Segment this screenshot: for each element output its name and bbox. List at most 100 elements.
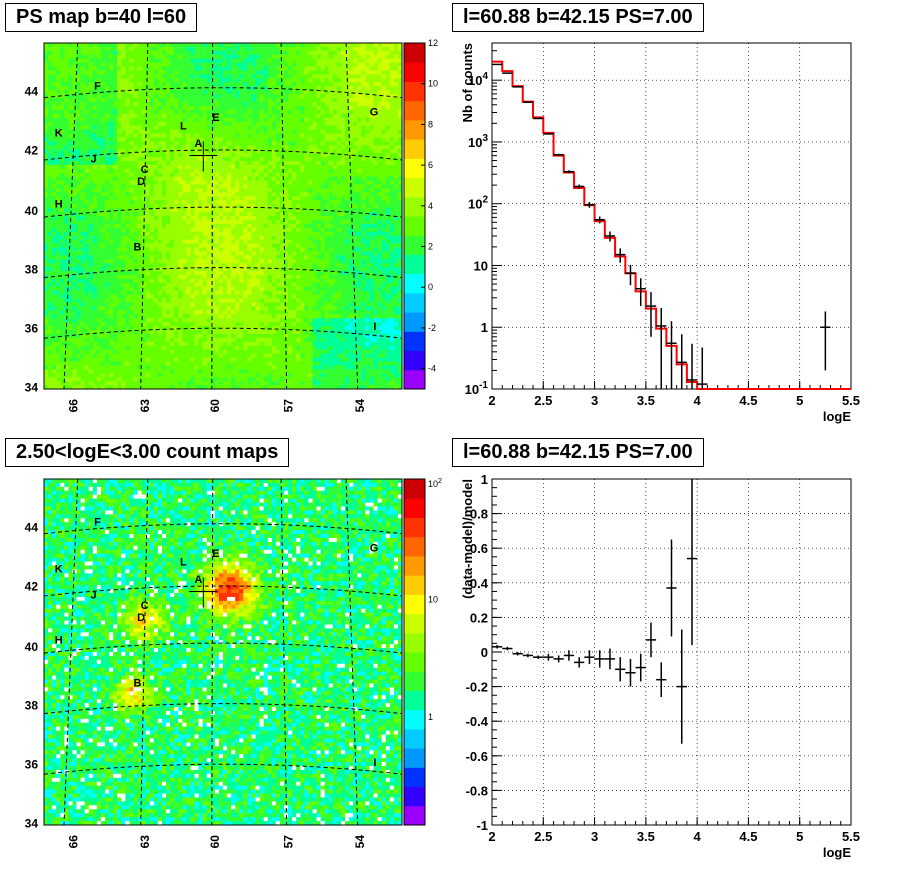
source-label-l: L bbox=[180, 557, 187, 569]
ps-map-title: PS map b=40 l=60 bbox=[5, 3, 197, 32]
source-label-e: E bbox=[212, 112, 219, 124]
y-tick-label: -0.6 bbox=[466, 749, 488, 764]
x-tick-label: 66 bbox=[67, 835, 81, 849]
source-label-h: H bbox=[55, 634, 63, 646]
x-tick-label: 63 bbox=[138, 835, 152, 849]
x-tick-label: 5.5 bbox=[842, 393, 860, 408]
x-tick-label: 5 bbox=[796, 829, 803, 844]
colorbar-tick-label: 8 bbox=[428, 119, 433, 129]
x-tick-label: 4.5 bbox=[739, 393, 757, 408]
y-tick-label: 36 bbox=[25, 757, 39, 771]
colorbar-tick-label: -4 bbox=[428, 364, 436, 374]
y-tick-label: 40 bbox=[25, 204, 39, 218]
source-label-j: J bbox=[91, 589, 97, 601]
source-label-i: I bbox=[373, 321, 376, 333]
colorbar-tick-label: -2 bbox=[428, 323, 436, 333]
residual-title: l=60.88 b=42.15 PS=7.00 bbox=[452, 438, 704, 467]
x-tick-label: 66 bbox=[67, 399, 81, 413]
source-label-d: D bbox=[137, 612, 145, 624]
x-tick-label: 4.5 bbox=[739, 829, 757, 844]
x-tick-label: 60 bbox=[208, 835, 222, 849]
y-tick-label: 36 bbox=[25, 321, 39, 335]
x-tick-label: 2.5 bbox=[534, 829, 552, 844]
x-tick-label: 2.5 bbox=[534, 393, 552, 408]
colorbar-tick-label: 10 bbox=[428, 594, 438, 604]
map-cells bbox=[44, 43, 402, 389]
y-tick-label: -0.2 bbox=[466, 680, 488, 695]
x-tick-label: 4 bbox=[694, 393, 702, 408]
colorbar-tick-label: 12 bbox=[428, 38, 438, 48]
colorbar bbox=[404, 479, 425, 826]
source-label-k: K bbox=[55, 563, 63, 575]
y-tick-label: 42 bbox=[25, 579, 39, 593]
source-label-j: J bbox=[91, 153, 97, 165]
source-label-g: G bbox=[370, 543, 379, 555]
x-tick-label: 3.5 bbox=[637, 393, 655, 408]
colorbar-tick-label: 102 bbox=[428, 478, 442, 489]
colorbar-tick-label: 4 bbox=[428, 201, 433, 211]
x-tick-label: 2 bbox=[488, 829, 495, 844]
count-map-title: 2.50<logE<3.00 count maps bbox=[5, 438, 289, 467]
x-tick-label: 57 bbox=[281, 835, 295, 849]
source-label-f: F bbox=[94, 81, 101, 93]
source-label-c: C bbox=[141, 600, 149, 612]
y-tick-label: -0.8 bbox=[466, 783, 488, 798]
colorbar-tick-label: 10 bbox=[428, 79, 438, 89]
data-point bbox=[523, 102, 533, 103]
source-label-g: G bbox=[370, 107, 379, 119]
data-point bbox=[543, 133, 553, 134]
x-tick-label: 3.5 bbox=[637, 829, 655, 844]
x-tick-label: 57 bbox=[281, 399, 295, 413]
source-label-h: H bbox=[55, 198, 63, 210]
source-label-e: E bbox=[212, 548, 219, 560]
colorbar-tick-label: 6 bbox=[428, 160, 433, 170]
source-label-f: F bbox=[94, 517, 101, 529]
colorbar bbox=[404, 43, 425, 390]
map-cells bbox=[44, 479, 402, 825]
y-tick-label: 34 bbox=[25, 816, 39, 830]
residual-panel: 2 2.5 3 3.5 4 4.5 5 5.510.80.60.40.20-0.2-0.4-0… bbox=[460, 472, 860, 860]
x-tick-label: 2 bbox=[488, 393, 495, 408]
x-tick-label: 54 bbox=[353, 835, 367, 849]
source-label-d: D bbox=[137, 176, 145, 188]
x-tick-label: 3 bbox=[591, 393, 598, 408]
data-point bbox=[533, 118, 543, 119]
plot-frame bbox=[492, 479, 851, 825]
x-axis-label: logE bbox=[823, 409, 851, 424]
y-tick-label: -0.4 bbox=[466, 714, 489, 729]
source-label-c: C bbox=[141, 164, 149, 176]
figure-canvas: 66 63 60 57 54444240383634FKLE GAJCDHBI121086… bbox=[0, 0, 898, 871]
x-tick-label: 5.5 bbox=[842, 829, 860, 844]
y-tick-label: 38 bbox=[25, 699, 39, 713]
y-tick-label: 0 bbox=[481, 645, 488, 660]
colorbar-tick-label: 2 bbox=[428, 242, 433, 252]
x-tick-label: 54 bbox=[353, 399, 367, 413]
spectrum-title: l=60.88 b=42.15 PS=7.00 bbox=[452, 3, 704, 32]
y-tick-label: 1 bbox=[481, 320, 488, 335]
x-tick-label: 5 bbox=[796, 393, 803, 408]
x-tick-label: 63 bbox=[138, 399, 152, 413]
colorbar-tick-label: 1 bbox=[428, 712, 433, 722]
x-tick-label: 3 bbox=[591, 829, 598, 844]
y-tick-label: 102 bbox=[468, 195, 488, 212]
y-tick-label: 103 bbox=[468, 133, 488, 150]
y-tick-label: -1 bbox=[476, 818, 488, 833]
y-axis-label: (data-model)/model bbox=[460, 479, 475, 599]
source-label-l: L bbox=[180, 121, 187, 133]
colorbar-tick-label: 0 bbox=[428, 282, 433, 292]
x-axis-label: logE bbox=[823, 845, 851, 860]
source-label-a: A bbox=[194, 574, 202, 586]
source-label-k: K bbox=[55, 127, 63, 139]
y-tick-label: 38 bbox=[25, 263, 39, 277]
source-label-a: A bbox=[194, 138, 202, 150]
data-point bbox=[513, 87, 523, 88]
y-tick-label: 34 bbox=[25, 380, 39, 394]
y-tick-label: 40 bbox=[25, 640, 39, 654]
source-label-i: I bbox=[373, 757, 376, 769]
y-tick-label: 10 bbox=[474, 258, 488, 273]
source-label-b: B bbox=[134, 242, 142, 254]
x-tick-label: 60 bbox=[208, 399, 222, 413]
